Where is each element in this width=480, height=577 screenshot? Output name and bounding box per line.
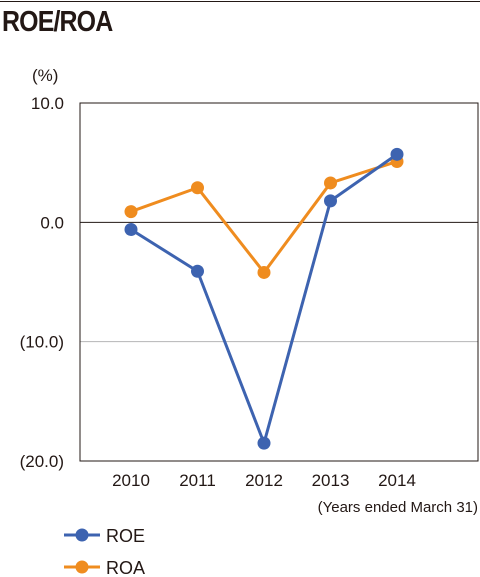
x-axis-ticks: 2010 2011 2012 2013 2014 bbox=[112, 471, 416, 490]
data-point-roa bbox=[191, 181, 204, 195]
data-point-roe bbox=[124, 222, 138, 236]
legend-item-roa: ROA bbox=[64, 558, 145, 577]
x-tick-label: 2014 bbox=[378, 471, 416, 490]
y-tick-label: 10.0 bbox=[31, 94, 64, 113]
x-tick-label: 2012 bbox=[245, 471, 283, 490]
y-tick-label: (20.0) bbox=[20, 452, 64, 471]
y-unit-label: (%) bbox=[32, 66, 58, 85]
top-rule bbox=[0, 1, 480, 2]
legend-item-roe: ROE bbox=[64, 526, 145, 546]
x-tick-label: 2011 bbox=[179, 471, 216, 490]
y-tick-label: 0.0 bbox=[40, 213, 64, 232]
legend: ROE ROA bbox=[64, 526, 145, 577]
y-axis-ticks: 10.0 0.0 (10.0) (20.0) bbox=[20, 94, 64, 471]
legend-label: ROE bbox=[106, 526, 145, 546]
x-tick-label: 2013 bbox=[312, 471, 350, 490]
data-point-roa bbox=[324, 176, 337, 190]
series-roe bbox=[124, 147, 404, 450]
plot-frame bbox=[79, 102, 479, 462]
legend-swatch-marker bbox=[75, 560, 89, 574]
x-tick-label: 2010 bbox=[112, 471, 150, 490]
page-title: ROE/ROA bbox=[2, 6, 113, 38]
legend-label: ROA bbox=[106, 558, 145, 577]
x-axis-note: (Years ended March 31) bbox=[318, 499, 478, 516]
data-point-roa bbox=[257, 265, 271, 279]
data-point-roe bbox=[191, 264, 204, 278]
y-tick-label: (10.0) bbox=[20, 333, 64, 352]
data-point-roe bbox=[257, 436, 271, 450]
series-layer bbox=[124, 147, 404, 450]
data-point-roe bbox=[390, 147, 404, 161]
data-point-roa bbox=[124, 205, 138, 219]
series-roa bbox=[124, 154, 404, 279]
legend-swatch-marker bbox=[75, 528, 89, 542]
data-point-roe bbox=[324, 194, 337, 208]
gridlines bbox=[80, 221, 478, 343]
